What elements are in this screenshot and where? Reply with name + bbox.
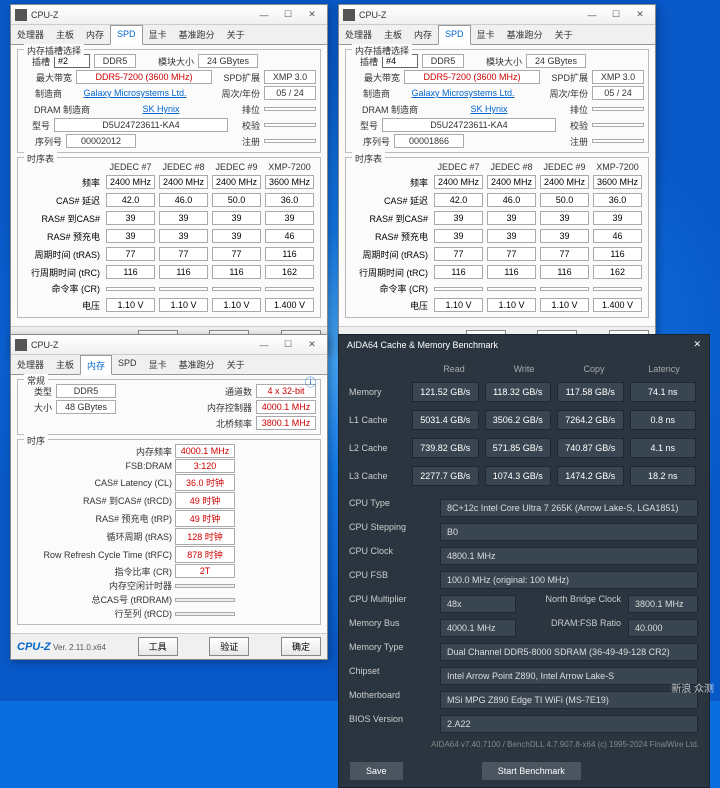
start-benchmark-button[interactable]: Start Benchmark [481, 761, 582, 781]
tab-1[interactable]: 主板 [378, 25, 408, 44]
tab-6[interactable]: 关于 [221, 25, 251, 44]
cpuz-window-memory: CPU-Z —☐✕ 处理器主板内存SPD显卡基准跑分关于 常规 ⓘ 类型DDR5… [10, 334, 328, 660]
tab-1[interactable]: 主板 [50, 25, 80, 44]
tab-6[interactable]: 关于 [549, 25, 579, 44]
maximize-button[interactable]: ☐ [605, 8, 627, 22]
aida64-window: AIDA64 Cache & Memory Benchmark ✕ ReadWr… [338, 334, 710, 788]
timing-section: 时序表 JEDEC #7JEDEC #8JEDEC #9XMP-7200频率24… [17, 157, 321, 318]
copyright: AIDA64 v7.40.7100 / BenchDLL 4.7.907.8-x… [349, 736, 699, 749]
tab-5[interactable]: 基准跑分 [173, 355, 221, 374]
tab-4[interactable]: 显卡 [143, 25, 173, 44]
titlebar[interactable]: CPU-Z —☐✕ [11, 335, 327, 355]
cpuz-window-spd-slot2: CPU-Z — ☐ ✕ 处理器主板内存SPD显卡基准跑分关于 内存插槽选择 插槽… [10, 4, 328, 353]
minimize-button[interactable]: — [253, 8, 275, 22]
close-button[interactable]: ✕ [629, 8, 651, 22]
watermark: 新浪 众测 [671, 680, 714, 695]
tab-bar: 处理器主板内存SPD显卡基准跑分关于 [11, 25, 327, 45]
tab-1[interactable]: 主板 [50, 355, 80, 374]
tab-3[interactable]: SPD [112, 355, 143, 374]
maximize-button[interactable]: ☐ [277, 8, 299, 22]
slot-section: 内存插槽选择 插槽 #2 DDR5 模块大小 24 GBytes 最大带宽DDR… [17, 49, 321, 153]
tab-4[interactable]: 显卡 [143, 355, 173, 374]
app-icon [15, 339, 27, 351]
minimize-button[interactable]: — [581, 8, 603, 22]
titlebar[interactable]: CPU-Z — ☐ ✕ [11, 5, 327, 25]
info-icon[interactable]: ⓘ [305, 374, 316, 390]
tab-5[interactable]: 基准跑分 [501, 25, 549, 44]
tab-0[interactable]: 处理器 [11, 25, 50, 44]
window-title: CPU-Z [31, 10, 253, 20]
app-icon [15, 9, 27, 21]
timing-table: JEDEC #7JEDEC #8JEDEC #9XMP-7200频率2400 M… [22, 161, 316, 314]
close-button[interactable]: ✕ [301, 8, 323, 22]
tab-3[interactable]: SPD [438, 25, 471, 45]
tab-3[interactable]: SPD [110, 25, 143, 45]
tab-0[interactable]: 处理器 [339, 25, 378, 44]
cpuz-window-spd-slot4: CPU-Z —☐✕ 处理器主板内存SPD显卡基准跑分关于 内存插槽选择 插槽#4… [338, 4, 656, 353]
tab-2[interactable]: 内存 [408, 25, 438, 44]
tab-5[interactable]: 基准跑分 [173, 25, 221, 44]
close-button[interactable]: ✕ [693, 339, 701, 350]
titlebar[interactable]: CPU-Z —☐✕ [339, 5, 655, 25]
tab-0[interactable]: 处理器 [11, 355, 50, 374]
app-icon [343, 9, 355, 21]
save-button[interactable]: Save [349, 761, 404, 781]
tab-4[interactable]: 显卡 [471, 25, 501, 44]
tab-2[interactable]: 内存 [80, 25, 110, 44]
titlebar[interactable]: AIDA64 Cache & Memory Benchmark ✕ [339, 335, 709, 354]
tab-6[interactable]: 关于 [221, 355, 251, 374]
tab-2[interactable]: 内存 [80, 355, 112, 375]
window-title: AIDA64 Cache & Memory Benchmark [347, 340, 498, 350]
